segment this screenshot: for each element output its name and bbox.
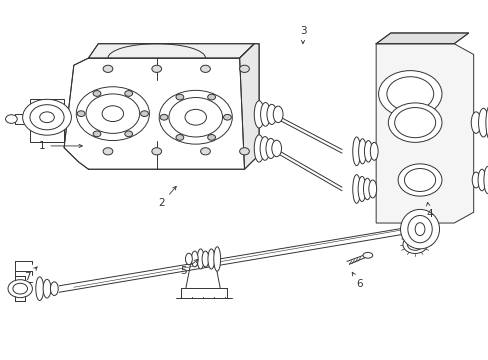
- Ellipse shape: [254, 135, 264, 162]
- Circle shape: [239, 148, 249, 155]
- Circle shape: [386, 77, 433, 111]
- Text: 6: 6: [351, 272, 362, 289]
- Polygon shape: [375, 33, 468, 44]
- Circle shape: [160, 114, 167, 120]
- Ellipse shape: [265, 138, 275, 158]
- Circle shape: [207, 94, 215, 100]
- Circle shape: [103, 148, 113, 155]
- Text: 4: 4: [426, 202, 432, 219]
- Ellipse shape: [213, 247, 220, 271]
- Circle shape: [124, 131, 132, 137]
- Ellipse shape: [197, 249, 203, 269]
- Circle shape: [176, 94, 183, 100]
- Ellipse shape: [271, 140, 281, 157]
- Ellipse shape: [414, 223, 424, 235]
- Circle shape: [77, 111, 85, 117]
- Ellipse shape: [191, 251, 198, 267]
- Circle shape: [223, 114, 231, 120]
- Circle shape: [394, 108, 435, 138]
- Text: 7: 7: [24, 267, 37, 282]
- Ellipse shape: [43, 279, 51, 298]
- Ellipse shape: [364, 140, 371, 162]
- Circle shape: [397, 164, 441, 196]
- Ellipse shape: [357, 176, 365, 202]
- Text: 2: 2: [158, 186, 176, 208]
- Polygon shape: [239, 44, 259, 169]
- Ellipse shape: [185, 253, 192, 265]
- Circle shape: [152, 148, 161, 155]
- Circle shape: [93, 131, 101, 137]
- Polygon shape: [64, 58, 244, 169]
- Circle shape: [407, 239, 422, 250]
- Ellipse shape: [407, 216, 431, 243]
- Circle shape: [207, 135, 215, 140]
- Circle shape: [152, 65, 161, 72]
- Polygon shape: [375, 44, 473, 223]
- Circle shape: [168, 98, 222, 137]
- Circle shape: [387, 103, 441, 142]
- Circle shape: [176, 135, 183, 140]
- Bar: [30, 99, 64, 142]
- Ellipse shape: [485, 105, 488, 140]
- Ellipse shape: [363, 178, 370, 200]
- Ellipse shape: [352, 175, 360, 203]
- Circle shape: [378, 71, 441, 117]
- Ellipse shape: [400, 210, 439, 249]
- Circle shape: [200, 65, 210, 72]
- Circle shape: [102, 106, 123, 122]
- Ellipse shape: [36, 277, 43, 301]
- Ellipse shape: [483, 166, 488, 194]
- Circle shape: [404, 168, 435, 192]
- Ellipse shape: [273, 106, 283, 123]
- Circle shape: [200, 148, 210, 155]
- Circle shape: [93, 91, 101, 96]
- Ellipse shape: [358, 139, 366, 164]
- Circle shape: [159, 90, 232, 144]
- Ellipse shape: [369, 142, 377, 160]
- Circle shape: [239, 65, 249, 72]
- Text: 3: 3: [299, 26, 305, 44]
- Ellipse shape: [260, 103, 270, 126]
- Ellipse shape: [352, 137, 360, 166]
- Circle shape: [13, 283, 27, 294]
- Ellipse shape: [368, 180, 376, 198]
- Ellipse shape: [470, 112, 480, 134]
- Circle shape: [86, 94, 140, 134]
- Polygon shape: [15, 276, 25, 301]
- Circle shape: [409, 221, 419, 228]
- Circle shape: [5, 115, 17, 123]
- Ellipse shape: [260, 136, 269, 160]
- Ellipse shape: [477, 169, 485, 191]
- Circle shape: [30, 105, 64, 130]
- Circle shape: [141, 111, 148, 117]
- Ellipse shape: [202, 251, 208, 267]
- Circle shape: [76, 87, 149, 140]
- Ellipse shape: [266, 104, 276, 125]
- Ellipse shape: [362, 252, 372, 258]
- Ellipse shape: [471, 172, 479, 188]
- Circle shape: [8, 280, 32, 298]
- Circle shape: [22, 99, 71, 135]
- Ellipse shape: [254, 101, 264, 128]
- Circle shape: [103, 65, 113, 72]
- Circle shape: [40, 112, 54, 123]
- Circle shape: [402, 235, 427, 253]
- Ellipse shape: [207, 249, 214, 269]
- Ellipse shape: [478, 108, 488, 137]
- Text: 5: 5: [180, 260, 197, 276]
- Circle shape: [124, 91, 132, 96]
- Polygon shape: [88, 44, 254, 58]
- Text: 1: 1: [39, 141, 82, 151]
- Circle shape: [184, 109, 206, 125]
- Ellipse shape: [50, 282, 58, 296]
